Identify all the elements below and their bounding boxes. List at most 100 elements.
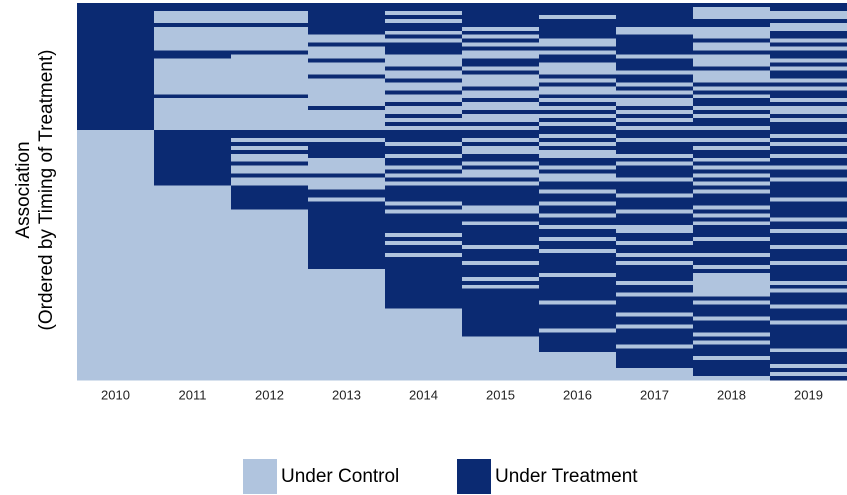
cell (539, 153, 617, 159)
cell (308, 50, 386, 56)
cell (231, 34, 309, 40)
cell (462, 197, 540, 202)
cell (770, 86, 847, 91)
cell (462, 256, 540, 262)
cell (462, 10, 540, 16)
x-tick-label: 2013 (332, 387, 361, 402)
cell (154, 42, 232, 48)
cell (462, 70, 540, 75)
cell (616, 332, 694, 337)
cell (385, 300, 463, 306)
cell (770, 296, 847, 302)
cell (308, 90, 386, 95)
cell (77, 268, 155, 274)
cell (154, 364, 232, 369)
cell (693, 98, 771, 103)
cell (462, 284, 540, 290)
cell (693, 34, 771, 40)
cell (462, 360, 540, 365)
cell (385, 137, 463, 143)
cell (231, 74, 309, 79)
cell (616, 114, 694, 119)
cell (231, 253, 309, 258)
legend-swatch (243, 459, 277, 494)
cell (770, 229, 847, 234)
cell (770, 197, 847, 202)
cell (539, 18, 617, 24)
cell (770, 118, 847, 123)
cell (539, 368, 617, 373)
cell (385, 249, 463, 254)
cell (77, 10, 155, 16)
cell (385, 225, 463, 230)
cell (154, 22, 232, 28)
cell (693, 328, 771, 333)
cell (385, 74, 463, 79)
cell (308, 189, 386, 194)
cell (231, 372, 309, 377)
cell (770, 38, 847, 44)
cell (693, 74, 771, 79)
cell (539, 157, 617, 163)
cell (77, 106, 155, 111)
cell (231, 114, 309, 119)
cell (385, 118, 463, 123)
cell (616, 372, 694, 377)
cell (539, 193, 617, 198)
cell (385, 165, 463, 171)
cell (154, 78, 232, 83)
cell (770, 94, 847, 99)
cell (231, 332, 309, 337)
cell (154, 185, 232, 191)
cell (385, 348, 463, 353)
cell (539, 177, 617, 183)
cell (462, 352, 540, 357)
cell (308, 249, 386, 254)
cell (385, 114, 463, 119)
cell (77, 272, 155, 278)
cell (770, 336, 847, 341)
cell (385, 296, 463, 302)
cell (77, 316, 155, 321)
cell (308, 3, 386, 8)
cell (770, 260, 847, 266)
cell (77, 237, 155, 242)
cell (308, 284, 386, 290)
cell (154, 181, 232, 187)
cell (308, 304, 386, 310)
cell (385, 336, 463, 341)
cell (385, 264, 463, 270)
cell (385, 284, 463, 290)
cell (77, 62, 155, 67)
cell (462, 205, 540, 210)
cell (308, 324, 386, 329)
cell (308, 18, 386, 24)
cell (616, 165, 694, 171)
cell (308, 177, 386, 183)
cell (308, 54, 386, 60)
cell (77, 344, 155, 349)
cell (693, 157, 771, 163)
cell (308, 145, 386, 151)
cell (693, 229, 771, 234)
cell (693, 260, 771, 266)
cell (231, 264, 309, 270)
cell (770, 161, 847, 167)
cell (616, 38, 694, 44)
cell (462, 102, 540, 107)
cell (77, 38, 155, 44)
cell (539, 42, 617, 48)
cell (770, 288, 847, 294)
cell (693, 324, 771, 329)
cell (308, 98, 386, 103)
cell (539, 78, 617, 83)
cell (154, 177, 232, 183)
cell (385, 181, 463, 187)
cell (693, 181, 771, 187)
cell (154, 94, 232, 99)
cell (385, 6, 463, 12)
cell (77, 332, 155, 337)
cell (308, 149, 386, 155)
cell (693, 201, 771, 206)
cell (462, 296, 540, 302)
